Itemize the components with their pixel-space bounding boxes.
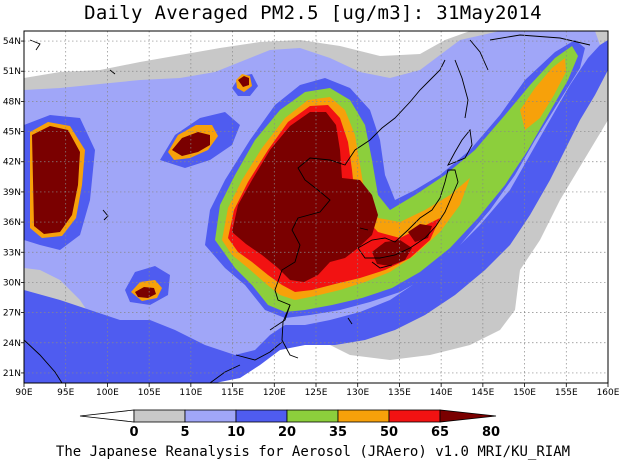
lon-tick-label: 105E — [138, 388, 161, 398]
lat-ticks: 21N 24N 27N 30N 33N 36N 39N 42N 45N 48N 51N 54N — [3, 37, 24, 379]
lat-tick-label: 30N — [3, 278, 21, 288]
colorbar-swatch — [388, 409, 441, 423]
lon-tick-label: 95E — [57, 388, 74, 398]
lon-tick-label: 115E — [221, 388, 244, 398]
lon-ticks: 90E 95E 100E 105E 110E 115E 120E 125E 130E 135E 14… — [15, 383, 620, 398]
lon-tick-label: 145E — [471, 388, 494, 398]
lon-tick-label: 135E — [388, 388, 411, 398]
colorbar-swatch — [184, 409, 237, 423]
colorbar-label: 20 — [278, 425, 296, 440]
colorbar-label: 10 — [227, 425, 245, 440]
lon-tick-label: 110E — [179, 388, 202, 398]
colorbar-label: 50 — [380, 425, 398, 440]
lon-tick-label: 155E — [555, 388, 578, 398]
lat-tick-label: 36N — [3, 218, 21, 228]
lat-tick-label: 21N — [3, 369, 21, 379]
coastlines — [24, 34, 591, 383]
lat-tick-label: 24N — [3, 339, 21, 349]
colorbar-under-arrow — [79, 409, 135, 423]
lat-tick-label: 45N — [3, 128, 21, 138]
colorbar-over-arrow — [439, 409, 497, 423]
lon-tick-label: 90E — [15, 388, 32, 398]
lon-tick-label: 100E — [96, 388, 119, 398]
footer-credit: The Japanese Reanalysis for Aerosol (JRA… — [55, 444, 571, 460]
lon-tick-label: 120E — [263, 388, 286, 398]
colorbar-label: 5 — [180, 425, 189, 440]
lat-tick-label: 51N — [3, 67, 21, 77]
colorbar-swatch — [337, 409, 390, 423]
colorbar-swatch — [235, 409, 288, 423]
lon-tick-label: 140E — [430, 388, 453, 398]
grid-lines — [24, 31, 608, 383]
lat-tick-label: 27N — [3, 309, 21, 319]
map-title: Daily Averaged PM2.5 [ug/m3]: 31May2014 — [84, 2, 542, 24]
colorbar-swatch — [286, 409, 339, 423]
lat-tick-label: 39N — [3, 188, 21, 198]
lat-tick-label: 48N — [3, 97, 21, 107]
colorbar-label: 35 — [329, 425, 347, 440]
lon-tick-label: 150E — [513, 388, 536, 398]
lon-tick-label: 160E — [597, 388, 620, 398]
lat-tick-label: 42N — [3, 158, 21, 168]
colorbar-swatch — [133, 409, 186, 423]
lat-tick-label: 33N — [3, 248, 21, 258]
colorbar-label: 65 — [431, 425, 449, 440]
lon-tick-label: 130E — [346, 388, 369, 398]
lat-tick-label: 54N — [3, 37, 21, 47]
colorbar-label: 0 — [129, 425, 138, 440]
lon-tick-label: 125E — [305, 388, 328, 398]
colorbar: 0 5 10 20 35 50 65 80 — [79, 409, 500, 440]
colorbar-label: 80 — [482, 425, 500, 440]
